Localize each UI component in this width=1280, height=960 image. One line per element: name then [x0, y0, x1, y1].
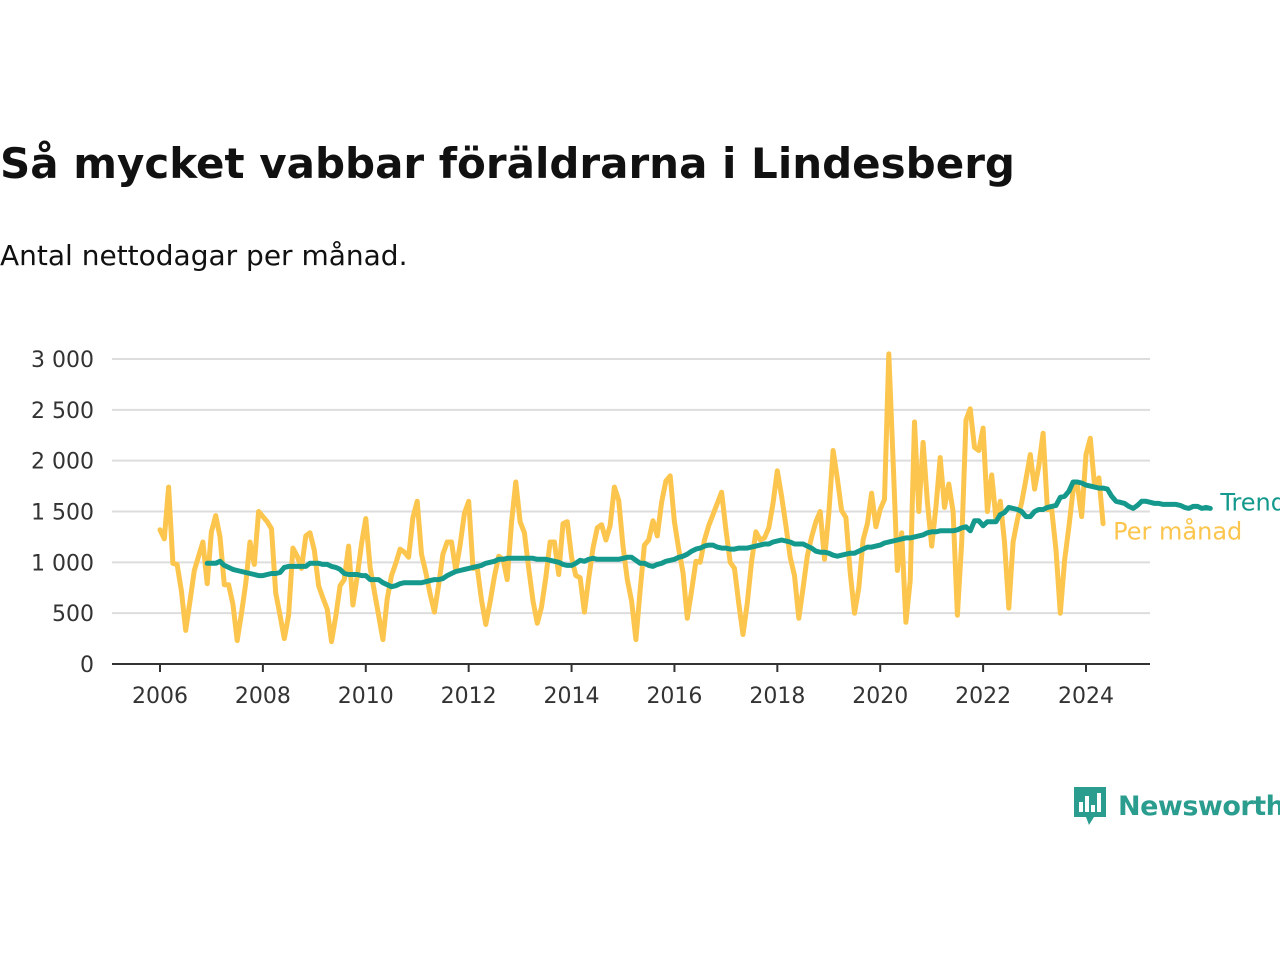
y-tick-label: 3 000 [31, 348, 94, 373]
x-tick-label: 2018 [749, 684, 805, 709]
newsworthy-logo: Newsworthy [1072, 784, 1280, 828]
x-tick-label: 2010 [338, 684, 394, 709]
y-tick-label: 500 [52, 602, 94, 627]
series-line-monthly [157, 351, 1106, 645]
series-line-trend [204, 479, 1213, 590]
x-tick-label: 2008 [235, 684, 291, 709]
x-tick-label: 2022 [955, 684, 1011, 709]
x-tick-label: 2006 [132, 684, 188, 709]
x-tick-label: 2012 [441, 684, 497, 709]
series-label: Trend [1219, 488, 1280, 516]
chart-subtitle: Antal nettodagar per månad. [0, 239, 408, 272]
x-tick-label: 2016 [646, 684, 702, 709]
x-tick-label: 2024 [1058, 684, 1114, 709]
bar-chart-speech-bubble-icon [1074, 787, 1106, 825]
y-tick-label: 0 [80, 653, 94, 678]
x-axis-ticks: 2006 2008 2010 2012 2014 2016 2018 2020 2022 2024 [132, 664, 1114, 709]
brand-name: Newsworthy [1118, 790, 1280, 822]
x-tick-label: 2020 [852, 684, 908, 709]
chart-title: Så mycket vabbar föräldrarna i Lindesber… [0, 139, 1015, 188]
y-tick-label: 1 000 [31, 551, 94, 576]
y-axis-ticks: 0 500 1 000 1 500 2 000 2 500 3 000 [31, 348, 94, 678]
series-lines [157, 351, 1213, 645]
x-tick-label: 2014 [544, 684, 600, 709]
y-tick-label: 2 000 [31, 450, 94, 475]
y-tick-label: 1 500 [31, 501, 94, 526]
gridlines [112, 358, 1150, 615]
y-tick-label: 2 500 [31, 399, 94, 424]
series-label: Per månad [1113, 517, 1242, 546]
